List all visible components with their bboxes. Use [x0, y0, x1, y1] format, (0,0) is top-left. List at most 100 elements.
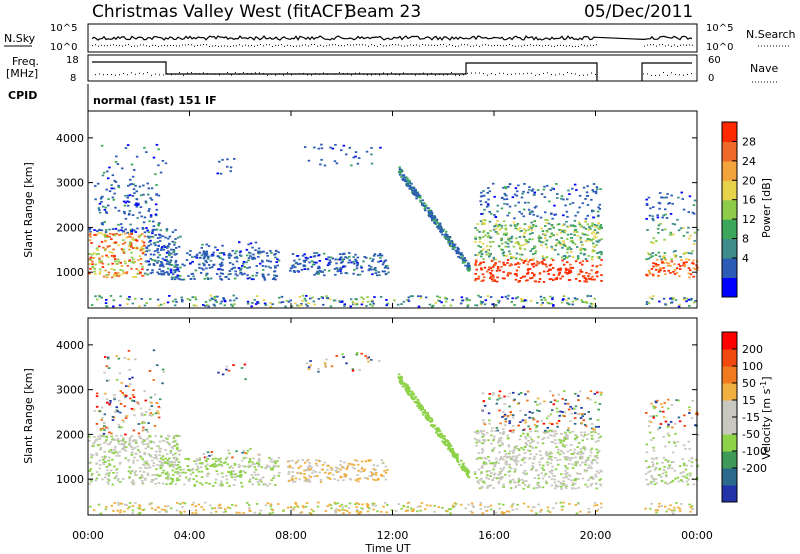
echo-cell: [201, 463, 204, 465]
echo-cell: [662, 435, 665, 438]
echo-cell: [538, 240, 541, 243]
echo-cell: [299, 262, 302, 265]
echo-cell: [128, 245, 131, 248]
echo-cell: [371, 300, 374, 303]
echo-cell: [291, 467, 294, 469]
echo-cell: [584, 258, 588, 260]
echo-cell: [540, 241, 543, 244]
echo-cell: [561, 411, 564, 413]
echo-cell: [195, 256, 198, 259]
echo-cell: [111, 196, 115, 199]
echo-cell: [487, 412, 491, 415]
echo-cell: [194, 269, 197, 272]
echo-cell: [255, 274, 258, 277]
echo-cell: [543, 437, 546, 439]
echo-cell: [178, 453, 181, 456]
echo-cell: [516, 481, 520, 484]
echo-cell: [486, 487, 489, 489]
echo-cell: [552, 234, 555, 237]
echo-cell: [660, 505, 663, 507]
echo-cell: [219, 265, 223, 268]
nsearch-point: [437, 44, 438, 46]
echo-cell: [478, 264, 481, 266]
echo-cell: [560, 197, 563, 200]
echo-cell: [99, 428, 103, 431]
echo-cell: [531, 417, 535, 419]
nave-point: [559, 73, 560, 75]
echo-cell: [349, 305, 352, 308]
echo-cell: [88, 272, 91, 275]
echo-cell: [437, 506, 440, 508]
echo-cell: [199, 482, 202, 484]
echo-cell: [107, 198, 110, 200]
echo-cell: [123, 510, 126, 513]
nave-point: [287, 72, 288, 74]
echo-cell: [181, 501, 185, 504]
echo-cell: [334, 469, 337, 472]
echo-cell: [676, 218, 679, 221]
echo-cell: [166, 245, 170, 247]
echo-cell: [508, 452, 511, 455]
echo-cell: [101, 266, 105, 268]
echo-cell: [353, 268, 356, 271]
echo-cell: [374, 504, 378, 507]
echo-cell: [557, 274, 560, 277]
echo-cell: [155, 402, 159, 404]
echo-cell: [132, 483, 135, 486]
echo-cell: [181, 471, 185, 474]
echo-cell: [371, 473, 374, 476]
echo-cell: [517, 184, 520, 187]
range-tick-label: 3000: [56, 177, 84, 190]
echo-cell: [113, 396, 116, 399]
echo-cell: [597, 440, 600, 442]
echo-cell: [561, 299, 565, 301]
echo-cell: [152, 263, 156, 265]
echo-cell: [225, 475, 228, 477]
echo-cell: [563, 415, 566, 418]
echo-cell: [547, 415, 550, 417]
echo-cell: [671, 426, 674, 429]
echo-cell: [528, 457, 531, 460]
nsearch-point: [389, 44, 390, 46]
echo-cell: [131, 237, 134, 239]
echo-cell: [578, 223, 582, 226]
echo-cell: [664, 213, 667, 216]
echo-cell: [576, 255, 580, 257]
echo-cell: [107, 482, 110, 485]
echo-cell: [586, 438, 589, 440]
echo-cell: [565, 299, 568, 302]
echo-cell: [119, 509, 122, 512]
echo-cell: [89, 256, 93, 259]
echo-cell: [204, 305, 207, 307]
echo-cell: [440, 228, 443, 231]
nave-point: [519, 73, 520, 75]
echo-cell: [596, 210, 600, 213]
echo-cell: [274, 274, 278, 277]
nsearch-point: [566, 45, 567, 47]
echo-cell: [123, 204, 127, 207]
echo-cell: [269, 250, 272, 252]
echo-cell: [171, 469, 175, 472]
echo-cell: [370, 162, 374, 165]
echo-cell: [400, 507, 403, 510]
echo-cell: [99, 443, 102, 446]
echo-cell: [481, 447, 484, 450]
echo-cell: [323, 461, 327, 464]
echo-cell: [455, 251, 459, 254]
echo-cell: [512, 245, 516, 248]
echo-cell: [652, 446, 655, 449]
echo-cell: [560, 301, 564, 304]
echo-cell: [114, 241, 118, 244]
echo-cell: [658, 502, 661, 505]
echo-cell: [167, 442, 171, 445]
echo-cell: [573, 229, 577, 232]
echo-cell: [461, 258, 465, 261]
echo-cell: [663, 238, 666, 241]
echo-cell: [574, 298, 578, 301]
echo-cell: [360, 507, 363, 510]
echo-cell: [478, 231, 481, 233]
echo-cell: [373, 268, 377, 271]
echo-cell: [154, 203, 158, 206]
echo-cell: [175, 268, 178, 271]
echo-cell: [115, 471, 119, 474]
